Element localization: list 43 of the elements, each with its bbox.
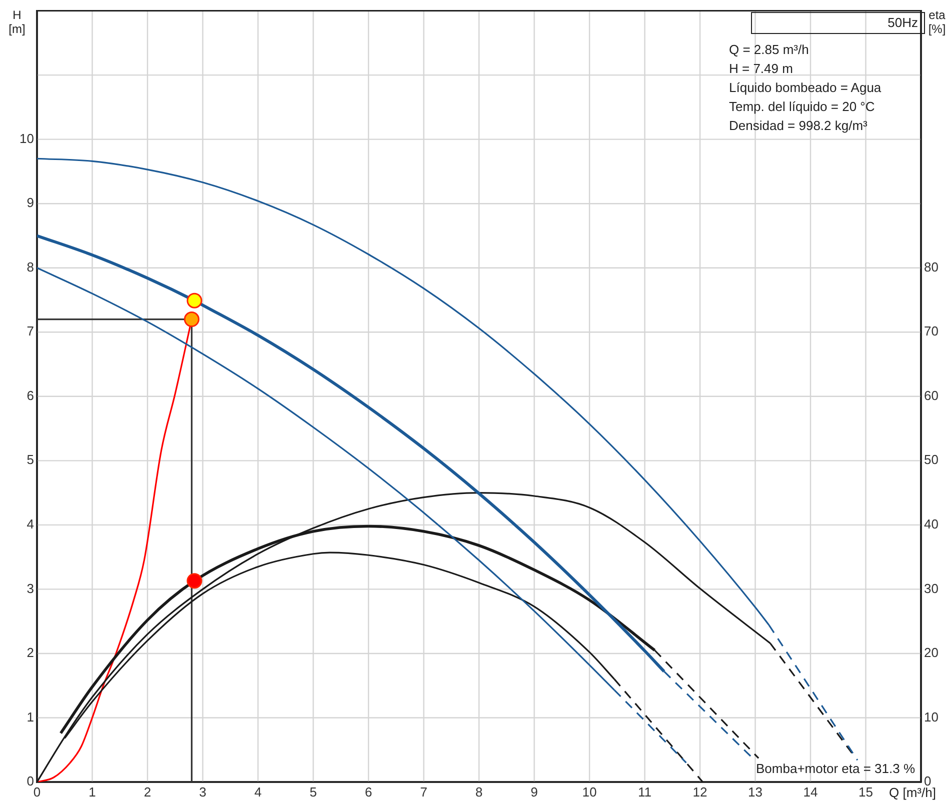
y-tick-label: 9 bbox=[26, 195, 34, 210]
x-tick-label: 12 bbox=[692, 784, 708, 800]
y-tick-label: 4 bbox=[26, 516, 34, 532]
x-tick-label: 11 bbox=[638, 784, 652, 800]
x-tick-label: 9 bbox=[530, 784, 538, 800]
x-tick-label: 10 bbox=[582, 784, 597, 800]
y2-tick-label: 40 bbox=[924, 516, 938, 532]
y2-tick-label: 80 bbox=[924, 259, 938, 274]
x-tick-label: 15 bbox=[858, 784, 873, 800]
y-tick-label: 10 bbox=[20, 130, 34, 146]
y-tick-label: 8 bbox=[26, 259, 34, 274]
annotation: Bomba+motor eta = 31.3 % bbox=[755, 761, 915, 776]
annotation: Densidad = 998.2 kg/m³ bbox=[729, 118, 868, 133]
y-tick-label: 5 bbox=[26, 452, 34, 468]
y2-tick-label: 60 bbox=[924, 388, 938, 403]
annotation: Q = 2.85 m³/h bbox=[729, 42, 809, 57]
x-tick-label: 3 bbox=[199, 784, 206, 800]
y2-tick-label: 10 bbox=[924, 709, 938, 724]
annotation: Temp. del líquido = 20 °C bbox=[729, 98, 875, 114]
y-tick-label: 3 bbox=[26, 580, 34, 596]
annotation: H = 7.49 m bbox=[729, 60, 793, 76]
annotation: Líquido bombeado = Agua bbox=[729, 80, 882, 95]
y2-tick-label: 20 bbox=[924, 645, 938, 660]
x-tick-label: 14 bbox=[803, 784, 818, 800]
y-tick-label: 0 bbox=[26, 774, 34, 789]
x-tick-label: 13 bbox=[748, 784, 762, 800]
x-tick-label: 7 bbox=[420, 784, 428, 800]
y-tick-label: 1 bbox=[26, 709, 34, 724]
y2-tick-label: 50 bbox=[924, 452, 938, 468]
y-tick-label: 2 bbox=[26, 645, 34, 660]
x-tick-label: 8 bbox=[475, 784, 483, 800]
y2-axis-title: eta [%] bbox=[927, 8, 947, 36]
y2-tick-label: 70 bbox=[924, 324, 938, 339]
y-axis-title: H [m] bbox=[8, 8, 26, 36]
x-tick-label: 4 bbox=[254, 784, 262, 800]
y2-tick-label: 30 bbox=[924, 580, 938, 596]
x-tick-label: 1 bbox=[88, 784, 96, 800]
y-tick-label: 6 bbox=[26, 388, 34, 403]
y-tick-label: 7 bbox=[26, 324, 34, 339]
x-tick-label: 6 bbox=[364, 784, 372, 800]
x-tick-label: 2 bbox=[144, 784, 152, 800]
x-tick-label: 5 bbox=[310, 784, 317, 800]
annotation: 50Hz bbox=[751, 12, 925, 34]
